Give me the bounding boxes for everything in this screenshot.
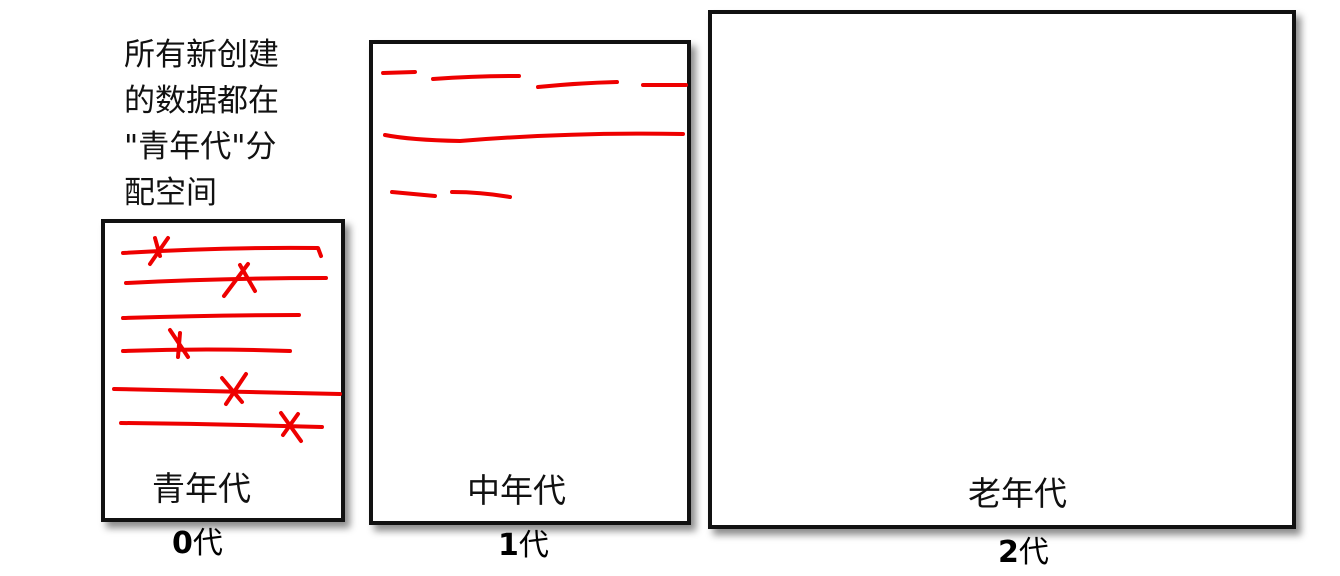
generation-0-suffix: 代 [192,526,223,561]
caption-line-2: 的数据都在 [124,83,279,119]
middle-generation-label: 中年代 [467,471,566,510]
caption-text: 所有新创建 的数据都在 "青年代"分 配空间 [124,32,344,216]
old-generation-box [708,10,1296,529]
generation-2-number: 2 [998,535,1019,570]
caption-line-1: 所有新创建 [124,37,279,73]
generation-0-number: 0 [172,526,193,561]
generation-1-number: 1 [498,528,519,563]
young-generation-label: 青年代 [152,469,251,508]
caption-line-4: 配空间 [124,175,217,211]
generation-2-suffix: 代 [1018,535,1049,570]
generation-1-label: 1代 [498,520,549,564]
generation-2-label: 2代 [998,527,1049,571]
caption-line-3: "青年代"分 [124,129,277,165]
generation-0-label: 0代 [172,518,223,562]
generation-1-suffix: 代 [518,528,549,563]
middle-generation-box [369,40,691,525]
old-generation-label: 老年代 [968,474,1067,513]
